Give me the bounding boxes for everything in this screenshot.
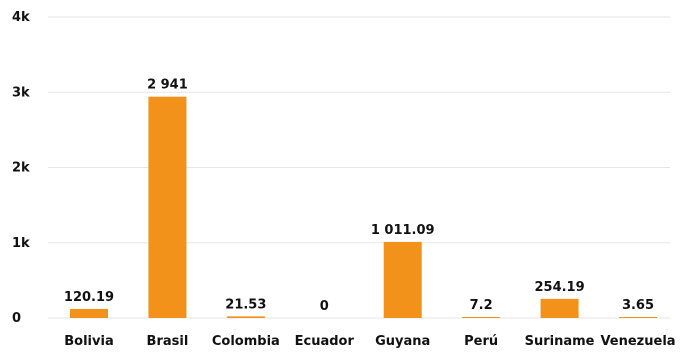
- data-label: 0: [320, 299, 329, 314]
- category-label: Bolivia: [64, 334, 113, 349]
- data-label: 1 011.09: [371, 223, 435, 238]
- bar: [70, 308, 108, 318]
- category-label: Colombia: [212, 334, 280, 349]
- data-label: 254.19: [534, 280, 584, 295]
- data-label: 3.65: [622, 298, 654, 313]
- grid-lines: [48, 16, 670, 319]
- bar: [226, 316, 265, 318]
- x-axis-categories: Bolivia Brasil Colombia Ecuador Guyana Perú Su…: [64, 334, 675, 349]
- y-axis-ticks: 0 1k 2k 3k 4k: [12, 10, 30, 326]
- y-tick-label: 3k: [12, 85, 30, 100]
- y-tick-label: 1k: [12, 236, 30, 251]
- bar: [383, 241, 422, 318]
- bar: [619, 317, 657, 318]
- data-label: 7.2: [470, 298, 493, 313]
- bars: [70, 96, 657, 318]
- category-label: Ecuador: [295, 334, 355, 349]
- data-label: 21.53: [225, 297, 266, 312]
- category-label: Venezuela: [600, 334, 675, 349]
- category-label: Brasil: [147, 334, 189, 349]
- category-label: Suriname: [525, 334, 595, 349]
- category-label: Perú: [464, 334, 498, 349]
- data-labels: 120.19 2 941 21.53 0 1 011.09 7.2 254.19 3.65: [64, 78, 654, 314]
- data-label: 120.19: [64, 290, 114, 305]
- bar: [540, 298, 579, 318]
- bar: [462, 317, 501, 318]
- category-label: Guyana: [375, 334, 430, 349]
- y-tick-label: 4k: [12, 10, 30, 25]
- y-tick-label: 2k: [12, 161, 30, 176]
- bar: [148, 96, 187, 318]
- y-tick-label: 0: [12, 311, 21, 326]
- data-label: 2 941: [147, 78, 188, 93]
